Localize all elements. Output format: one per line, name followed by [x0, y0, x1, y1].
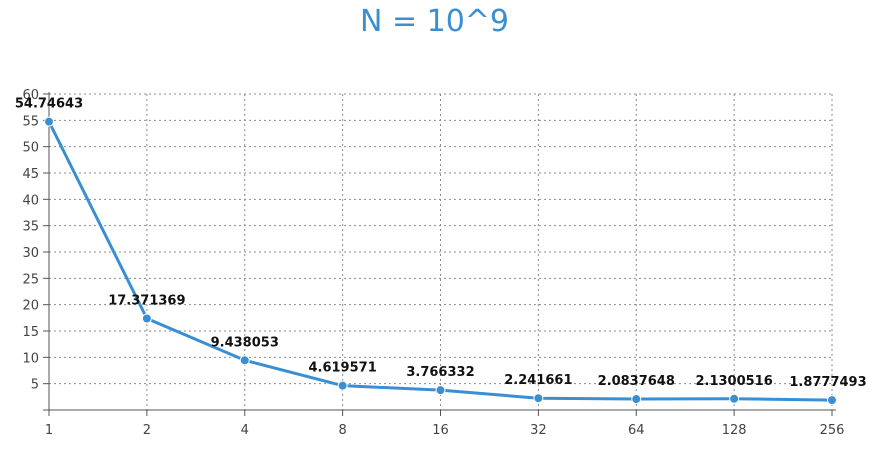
data-label: 17.371369	[108, 294, 185, 309]
y-tick-label: 55	[22, 114, 39, 129]
data-label: 2.1300516	[695, 374, 772, 389]
data-labels: 54.74643 17.371369 9.438053 4.619571 3.76633…	[15, 97, 867, 390]
y-tick-label: 5	[31, 378, 39, 393]
data-point[interactable]	[141, 313, 152, 324]
data-point[interactable]	[435, 385, 446, 396]
data-point[interactable]	[337, 380, 348, 391]
chart-title: N = 10^9	[359, 4, 510, 39]
data-label: 3.766332	[406, 365, 474, 380]
y-tick-label: 25	[22, 272, 39, 287]
x-tick-label: 8	[338, 423, 346, 438]
data-label: 4.619571	[308, 361, 376, 376]
x-tick-label: 4	[241, 423, 249, 438]
x-tick-label: 256	[820, 423, 845, 438]
y-tick-label: 15	[22, 325, 39, 340]
y-tick-label: 40	[22, 193, 39, 208]
grid-lines	[49, 93, 833, 410]
x-tick-label: 16	[432, 423, 449, 438]
axes: 5 10 15 20 25 30 35 40 45 50 55 60 1 2 4 8 16 32 64 128 256	[22, 88, 844, 438]
data-point[interactable]	[239, 355, 250, 366]
data-label: 1.8777493	[789, 375, 866, 390]
y-tick-label: 20	[22, 299, 39, 314]
y-tick-label: 45	[22, 167, 39, 182]
x-tick-label: 1	[45, 423, 53, 438]
x-tick-label: 32	[530, 423, 547, 438]
y-tick-label: 10	[22, 351, 39, 366]
y-tick-label: 50	[22, 141, 39, 156]
data-label: 2.241661	[504, 373, 572, 388]
x-tick-label: 2	[143, 423, 151, 438]
data-label: 9.438053	[211, 335, 279, 350]
series-line-group	[44, 116, 837, 406]
y-tick-label: 30	[22, 246, 39, 261]
data-label: 54.74643	[15, 97, 83, 112]
x-tick-label: 64	[628, 423, 645, 438]
data-point[interactable]	[631, 394, 642, 405]
data-point[interactable]	[44, 116, 54, 127]
data-label: 2.0837648	[598, 374, 675, 389]
x-tick-label: 128	[722, 423, 747, 438]
y-tick-label: 60	[22, 88, 39, 103]
y-tick-label: 35	[22, 220, 39, 235]
data-point[interactable]	[827, 395, 837, 406]
data-point[interactable]	[533, 393, 544, 404]
data-point[interactable]	[729, 393, 740, 404]
